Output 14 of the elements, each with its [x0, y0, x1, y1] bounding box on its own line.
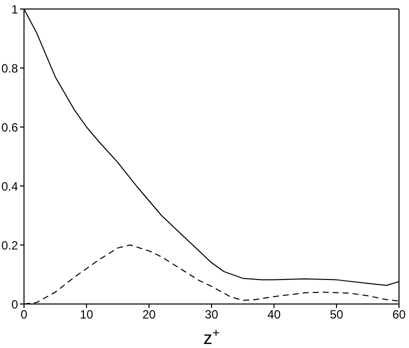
x-tick-label: 20 — [142, 308, 156, 322]
y-tick-label: 1 — [11, 2, 18, 16]
y-tick-label: 0.8 — [1, 61, 18, 76]
x-tick-label: 40 — [267, 308, 281, 322]
y-tick-label: 0.6 — [1, 120, 18, 134]
x-tick-label: 50 — [330, 308, 344, 322]
x-tick-label: 60 — [392, 308, 406, 322]
x-tick-label: 10 — [80, 308, 94, 322]
x-axis-title: z$^{+}$ — [203, 326, 220, 348]
y-tick-label: 0.2 — [1, 238, 18, 252]
y-tick-label: 0.4 — [1, 179, 18, 194]
x-tick-label: 30 — [204, 308, 218, 322]
y-tick-label: 0 — [11, 297, 18, 312]
x-tick-label: 0 — [20, 308, 28, 322]
